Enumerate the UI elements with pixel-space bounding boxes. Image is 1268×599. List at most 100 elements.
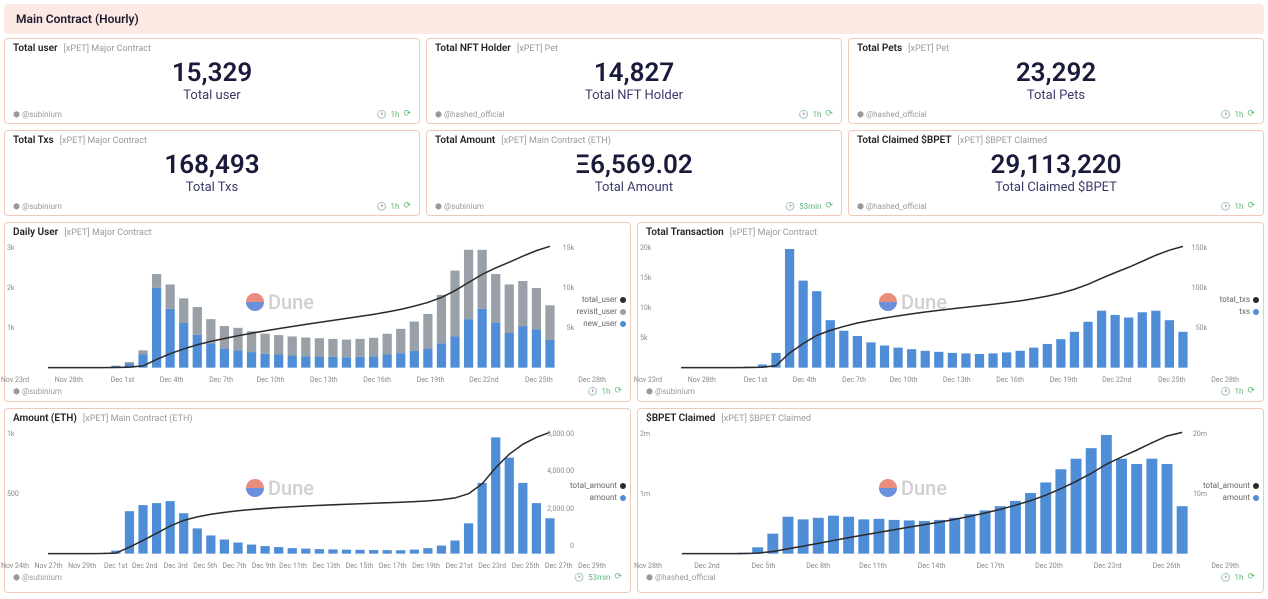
chart-legend: total_userrevisit_usernew_user bbox=[577, 294, 626, 330]
kpi-title: Total NFT Holder bbox=[435, 43, 511, 54]
chart-legend: total_amountamount bbox=[1203, 480, 1259, 504]
author-handle[interactable]: ⬢ @hashed_official bbox=[646, 573, 716, 582]
refresh-icon[interactable]: ⟳ bbox=[614, 386, 622, 396]
kpi-title: Total Txs bbox=[13, 135, 54, 146]
author-handle[interactable]: ⬢ @subinium bbox=[13, 110, 62, 119]
chart-title: $BPET Claimed bbox=[646, 413, 715, 424]
refresh-icon[interactable]: ⟳ bbox=[1247, 386, 1255, 396]
kpi-subtitle: [xPET] Pet bbox=[908, 44, 949, 54]
kpi-subtitle: [xPET] Major Contract bbox=[64, 44, 151, 54]
legend-label: total_amount bbox=[570, 480, 617, 492]
chart-legend: total_txstxs bbox=[1220, 294, 1259, 318]
kpi-title: Total Claimed $BPET bbox=[857, 135, 952, 146]
time-badge: 1h bbox=[1235, 110, 1244, 119]
kpi-card: Total Amount [xPET] Main Contract (ETH) Ξ6… bbox=[426, 130, 842, 216]
clock-icon: 🕑 bbox=[574, 573, 584, 582]
kpi-card: Total NFT Holder[xPET] Pet14,827Total NF… bbox=[426, 38, 842, 124]
clock-icon: 🕑 bbox=[377, 110, 387, 119]
author-handle[interactable]: ⬢ @subinium bbox=[13, 573, 62, 582]
time-badge: 1h bbox=[1235, 573, 1244, 582]
refresh-icon[interactable]: ⟳ bbox=[1247, 572, 1255, 582]
clock-icon: 🕑 bbox=[785, 202, 795, 211]
author-handle[interactable]: ⬢ @subinium bbox=[13, 387, 62, 396]
author-handle[interactable]: ⬢ @hashed_official bbox=[857, 202, 927, 211]
chart-body: 20k15k10k5k150k100k50ktotal_txstxsDune bbox=[638, 238, 1263, 378]
y-axis-left: 2m1m bbox=[640, 430, 650, 550]
legend-label: total_txs bbox=[1220, 294, 1250, 306]
clock-icon: 🕑 bbox=[1221, 387, 1231, 396]
clock-icon: 🕑 bbox=[1221, 110, 1231, 119]
kpi-label: Total Amount bbox=[427, 180, 841, 195]
kpi-label: Total Claimed $BPET bbox=[849, 180, 1263, 195]
kpi-value: Ξ6,569.02 bbox=[427, 150, 841, 180]
chart-subtitle: [xPET] Main Contract (ETH) bbox=[83, 414, 193, 424]
kpi-label: Total NFT Holder bbox=[427, 88, 841, 103]
refresh-icon[interactable]: ⟳ bbox=[403, 201, 411, 211]
refresh-icon[interactable]: ⟳ bbox=[1247, 201, 1255, 211]
clock-icon: 🕑 bbox=[1221, 573, 1231, 582]
author-handle[interactable]: ⬢ @subinium bbox=[435, 202, 484, 211]
time-badge: 1h bbox=[602, 387, 611, 396]
kpi-label: Total Txs bbox=[5, 180, 419, 195]
kpi-title: Total user bbox=[13, 43, 58, 54]
chart-subtitle: [xPET] Major Contract bbox=[64, 228, 151, 238]
chart-card-total-tx: Total Transaction[xPET] Major Contract20… bbox=[637, 222, 1264, 402]
y-axis-right: 150k100k50k bbox=[1192, 244, 1207, 364]
y-axis-left: 20k15k10k5k bbox=[640, 244, 651, 364]
chart-body: 1k5006,000.004,000.002,000.000total_amou… bbox=[5, 424, 630, 564]
kpi-title: Total Amount bbox=[435, 135, 495, 146]
time-badge: 1h bbox=[813, 110, 822, 119]
kpi-subtitle: [xPET] Major Contract bbox=[60, 136, 147, 146]
refresh-icon[interactable]: ⟳ bbox=[403, 109, 411, 119]
legend-label: total_amount bbox=[1203, 480, 1250, 492]
legend-label: revisit_user bbox=[577, 306, 617, 318]
clock-icon: 🕑 bbox=[799, 110, 809, 119]
chart-row-1: Daily User[xPET] Major Contract3k2k1k15k… bbox=[4, 222, 1264, 408]
kpi-row-1: Total user [xPET] Major Contract 15,329 Tot… bbox=[4, 38, 1264, 130]
author-handle[interactable]: ⬢ @subinium bbox=[646, 387, 695, 396]
kpi-card: Total user[xPET] Major Contract15,329Tot… bbox=[4, 38, 420, 124]
kpi-label: Total Pets bbox=[849, 88, 1263, 103]
refresh-icon[interactable]: ⟳ bbox=[825, 109, 833, 119]
chart-legend: total_amountamount bbox=[570, 480, 626, 504]
kpi-value: 15,329 bbox=[5, 58, 419, 88]
author-handle[interactable]: ⬢ @hashed_official bbox=[857, 110, 927, 119]
chart-card-bpet-claimed: $BPET Claimed [xPET] $BPET Claimed2m1m20m… bbox=[637, 408, 1264, 593]
chart-svg bbox=[13, 428, 622, 558]
y-axis-left: 1k500 bbox=[7, 430, 19, 550]
chart-title: Total Transaction bbox=[646, 227, 724, 238]
kpi-value: 29,113,220 bbox=[849, 150, 1263, 180]
kpi-value: 14,827 bbox=[427, 58, 841, 88]
legend-label: amount bbox=[590, 492, 617, 504]
chart-title: Amount (ETH) bbox=[13, 413, 77, 424]
author-handle[interactable]: ⬢ @subinium bbox=[13, 202, 62, 211]
time-badge: 1h bbox=[1235, 202, 1244, 211]
y-axis-right: 15k10k5k bbox=[563, 244, 574, 364]
chart-title: Daily User bbox=[13, 227, 58, 238]
kpi-subtitle: [xPET] Main Contract (ETH) bbox=[501, 136, 611, 146]
refresh-icon[interactable]: ⟳ bbox=[825, 201, 833, 211]
chart-svg bbox=[646, 428, 1255, 558]
legend-label: new_user bbox=[583, 318, 617, 330]
kpi-row-2: Total Txs[xPET] Major Contract168,493Tot… bbox=[4, 130, 1264, 222]
kpi-card: Total Txs[xPET] Major Contract168,493Tot… bbox=[4, 130, 420, 216]
kpi-subtitle: [xPET] Pet bbox=[517, 44, 558, 54]
chart-subtitle: [xPET] $BPET Claimed bbox=[721, 414, 811, 424]
clock-icon: 🕑 bbox=[1221, 202, 1231, 211]
chart-body: 2m1m20m10mtotal_amountamountDune bbox=[638, 424, 1263, 564]
clock-icon: 🕑 bbox=[377, 202, 387, 211]
chart-svg bbox=[646, 242, 1255, 372]
refresh-icon[interactable]: ⟳ bbox=[614, 572, 622, 582]
clock-icon: 🕑 bbox=[588, 387, 598, 396]
time-badge: 1h bbox=[1235, 387, 1244, 396]
legend-label: total_user bbox=[582, 294, 617, 306]
section-header: Main Contract (Hourly) bbox=[4, 4, 1264, 34]
refresh-icon[interactable]: ⟳ bbox=[1247, 109, 1255, 119]
legend-label: txs bbox=[1239, 306, 1250, 318]
author-handle[interactable]: ⬢ @hashed_official bbox=[435, 110, 505, 119]
kpi-card: Total Pets[xPET] Pet23,292Total Pets⬢ @h… bbox=[848, 38, 1264, 124]
kpi-value: 168,493 bbox=[5, 150, 419, 180]
time-badge: 53min bbox=[799, 202, 821, 211]
chart-body: 3k2k1k15k10k5ktotal_userrevisit_usernew_… bbox=[5, 238, 630, 378]
kpi-subtitle: [xPET] $BPET Claimed bbox=[958, 136, 1048, 146]
